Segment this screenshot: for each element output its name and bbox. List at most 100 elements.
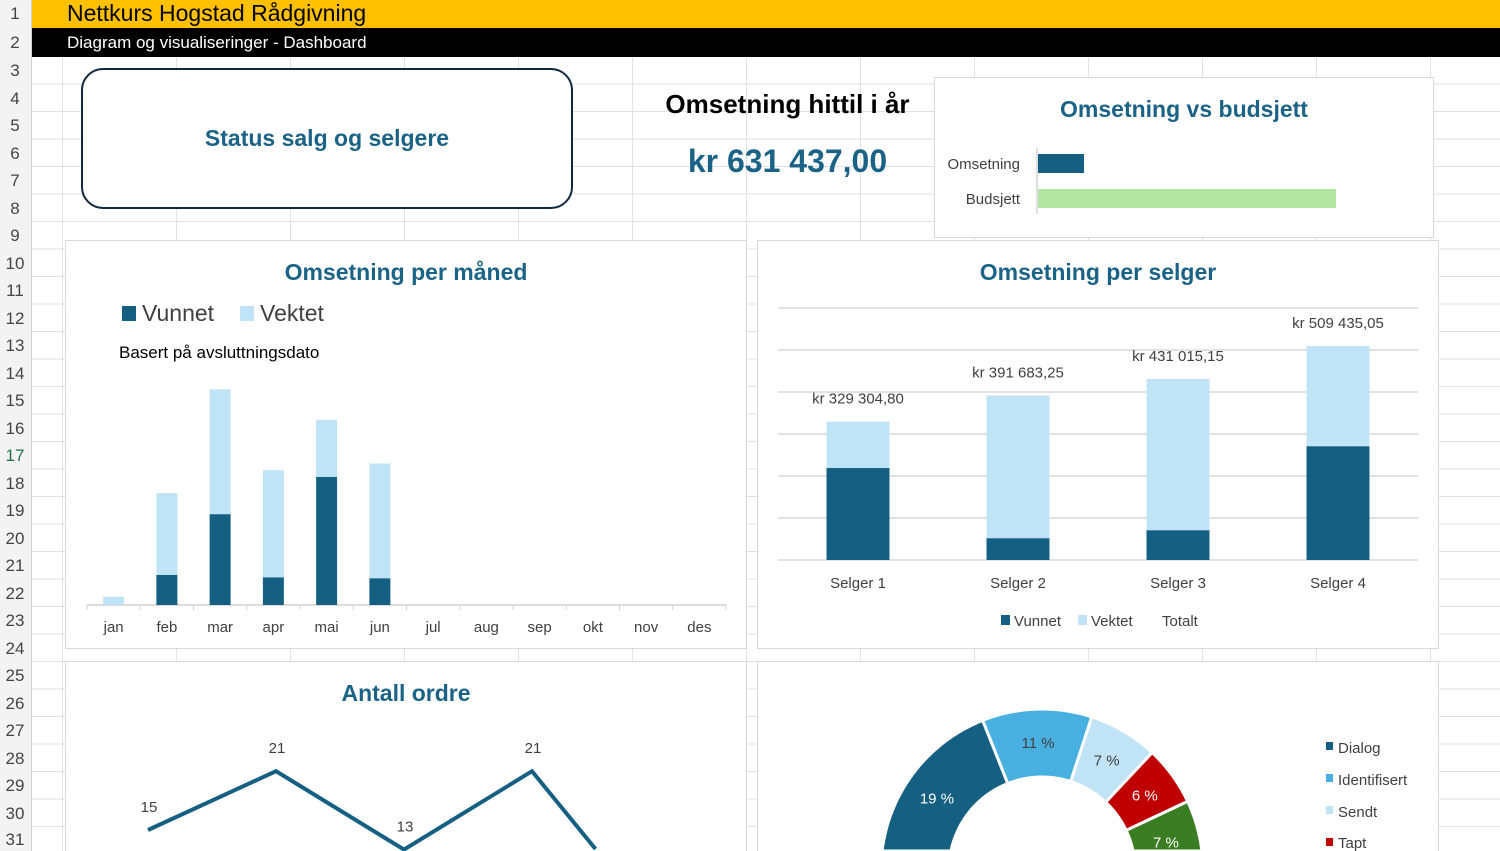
row-header-12[interactable]: 12 (5, 308, 25, 328)
x-tick-label: mai (315, 619, 339, 636)
donut-data-label: 6 % (1132, 787, 1158, 804)
x-tick-label: sep (528, 619, 552, 636)
bar-vunnet-3 (1146, 530, 1210, 560)
chart-title: Omsetning per måned (284, 259, 528, 285)
bar-vunnet-1 (826, 468, 890, 560)
x-tick-label: Selger 1 (830, 575, 886, 592)
category-label: Omsetning (947, 156, 1020, 173)
row-header-7[interactable]: 7 (10, 171, 20, 190)
x-tick-label: Selger 2 (990, 575, 1046, 592)
legend-swatch-vektet (1078, 615, 1087, 625)
legend-swatch-vunnet (122, 306, 136, 321)
donut-slice-dialog (880, 718, 1010, 851)
row-header-10[interactable]: 10 (5, 253, 25, 273)
x-tick-label: des (687, 619, 711, 636)
x-tick-label: aug (474, 619, 499, 636)
chart-title: Antall ordre (341, 680, 471, 706)
row-header-13[interactable]: 13 (5, 336, 25, 355)
row-header-16[interactable]: 16 (5, 418, 25, 438)
bar-vektet-1 (826, 421, 890, 469)
row-header-18[interactable]: 18 (5, 473, 25, 493)
x-tick-label: nov (634, 619, 659, 636)
x-tick-label: feb (156, 619, 177, 636)
data-label: kr 431 015,15 (1132, 348, 1224, 365)
donut-data-label: 19 % (920, 791, 954, 808)
legend-swatch-identifisert (1326, 774, 1333, 782)
row-header-30[interactable]: 30 (5, 803, 25, 823)
bar-vektet-mai (316, 419, 338, 477)
row-header-17[interactable]: 17 (5, 446, 25, 465)
x-tick-label: jun (369, 619, 390, 636)
row-header-4[interactable]: 4 (10, 88, 20, 108)
row-header-14[interactable]: 14 (5, 363, 25, 383)
row-header-27[interactable]: 27 (5, 721, 25, 740)
donut-data-label: 7 % (1094, 753, 1120, 770)
kpi-title: Omsetning hittil i år (665, 89, 910, 119)
legend-swatch-tapt (1326, 838, 1333, 846)
data-label: kr 329 304,80 (812, 391, 904, 408)
row-header-20[interactable]: 20 (5, 528, 25, 548)
bar-vunnet-mar (209, 514, 231, 605)
row-header-6[interactable]: 6 (10, 143, 20, 163)
status-box[interactable]: Status salg og selgere (81, 68, 573, 209)
row-header-21[interactable]: 21 (5, 556, 25, 575)
bar-vektet-2 (986, 395, 1050, 539)
bar-vunnet-jun (369, 578, 391, 605)
bar-vektet-jan (103, 596, 125, 605)
bar-budsjett (1038, 189, 1336, 208)
data-label: kr 391 683,25 (972, 364, 1064, 381)
orders-line (147, 768, 598, 851)
row-header-28[interactable]: 28 (5, 748, 25, 768)
header-band (32, 0, 1500, 28)
bar-vektet-apr (262, 470, 284, 578)
row-header-1[interactable]: 1 (10, 4, 20, 23)
legend-label: Sendt (1338, 804, 1378, 821)
bar-vektet-4 (1306, 346, 1370, 447)
row-header-2[interactable]: 2 (10, 33, 20, 52)
bar-vektet-3 (1146, 378, 1210, 531)
legend-swatch-vunnet (1001, 615, 1010, 625)
data-label: 13 (397, 819, 414, 836)
row-header-24[interactable]: 24 (5, 638, 25, 658)
chart-title: Omsetning per selger (979, 259, 1217, 285)
row-header-31[interactable]: 31 (5, 830, 25, 849)
legend-label: Totalt (1162, 613, 1199, 630)
subheader-band (32, 28, 1500, 57)
row-header-23[interactable]: 23 (5, 611, 25, 630)
row-header-11[interactable]: 11 (6, 281, 24, 300)
x-tick-label: jan (103, 619, 124, 636)
x-tick-label: apr (263, 619, 285, 636)
row-header-25[interactable]: 25 (5, 666, 25, 685)
row-header-26[interactable]: 26 (5, 693, 25, 713)
row-header-8[interactable]: 8 (10, 198, 20, 218)
legend-label: Tapt (1338, 835, 1367, 851)
legend-label: Dialog (1338, 740, 1381, 757)
row-header-15[interactable]: 15 (5, 391, 25, 410)
bar-vunnet-mai (316, 476, 338, 605)
status-box-label: Status salg og selgere (204, 125, 450, 151)
sheet-subtitle[interactable]: Diagram og visualiseringer - Dashboard (67, 33, 367, 52)
sheet-title[interactable]: Nettkurs Hogstad Rådgivning (67, 0, 367, 26)
orders-chart[interactable]: Antall ordre (65, 661, 747, 851)
bar-vunnet-2 (986, 538, 1050, 560)
budget-chart[interactable]: Omsetning vs budsjett (934, 77, 1434, 238)
row-headers[interactable]: 1 2 3 4 5 6 7 8 9 10 11 12 13 14 15 16 17 18 19 20 21 22 23 24 2… (0, 0, 32, 851)
legend-swatch-dialog (1326, 742, 1333, 750)
row-header-19[interactable]: 19 (5, 501, 25, 520)
legend-label: Vektet (1091, 613, 1134, 630)
row-header-29[interactable]: 29 (5, 776, 25, 795)
donut-data-label: 7 % (1153, 834, 1179, 851)
bar-omsetning (1038, 154, 1085, 173)
bar-vektet-jun (369, 463, 391, 579)
row-header-22[interactable]: 22 (5, 583, 25, 603)
x-tick-label: mar (207, 619, 233, 636)
row-header-5[interactable]: 5 (10, 116, 20, 135)
row-header-9[interactable]: 9 (10, 226, 20, 245)
month-chart[interactable]: Omsetning per måned (65, 240, 747, 649)
x-tick-label: Selger 4 (1310, 575, 1366, 592)
x-tick-label: jul (425, 619, 441, 636)
row-header-3[interactable]: 3 (10, 61, 20, 80)
legend-label: Vektet (260, 300, 325, 326)
x-tick-label: okt (583, 619, 604, 636)
